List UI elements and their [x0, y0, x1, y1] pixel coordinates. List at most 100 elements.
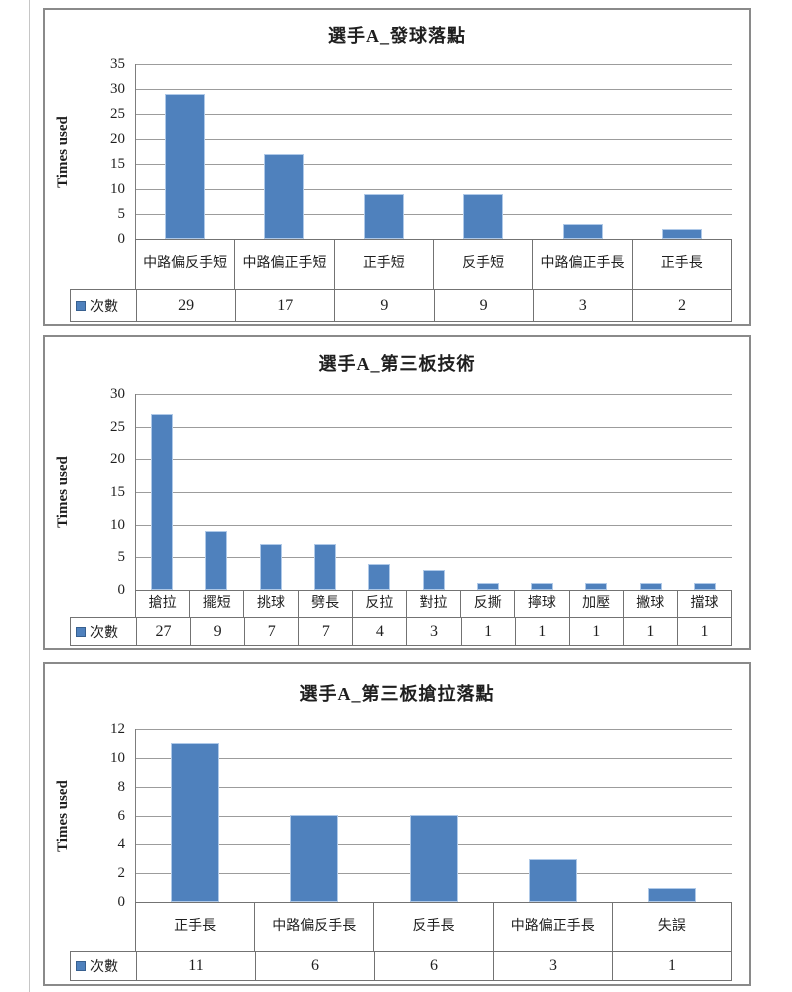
- category-cell: 失誤: [611, 903, 731, 951]
- category-cell: 反拉: [351, 591, 406, 617]
- bar-撇球: [640, 583, 662, 590]
- y-tick-label: 35: [110, 56, 125, 72]
- category-cell: 加壓: [568, 591, 623, 617]
- series-marker-icon: [76, 961, 86, 971]
- category-cell: 正手長: [631, 240, 731, 289]
- bar-正手長: [662, 229, 702, 239]
- chart-1-box: 選手A_發球落點 Times used 35 30 25 20 15 10 5 0 中路偏反手短 中路…: [43, 8, 751, 326]
- category-cell: 擰球: [514, 591, 568, 617]
- category-cell: 劈長: [297, 591, 352, 617]
- chart-3-box: 選手A_第三板搶拉落點 Times used 12 10 8 6 4 2 0 正手長 中路偏反手長反…: [43, 662, 751, 986]
- gridline: [135, 557, 732, 558]
- value-cell: 9: [334, 290, 433, 321]
- category-cell: 反撕: [460, 591, 514, 617]
- value-cell: 27: [136, 618, 190, 645]
- value-cell: 9: [190, 618, 244, 645]
- legend-label: 次數: [90, 960, 118, 975]
- y-tick-label: 15: [110, 156, 125, 172]
- gridline: [135, 114, 732, 115]
- bar-劈長: [314, 544, 336, 590]
- y-tick-label: 25: [110, 106, 125, 122]
- y-tick-label: 0: [117, 231, 126, 247]
- chart-2-box: 選手A_第三板技術 Times used 30 25 20 15 10 5 0 搶拉 擺短 挑球 劈長反…: [43, 335, 751, 650]
- value-cell: 7: [244, 618, 298, 645]
- category-cell: 反手短: [432, 240, 532, 289]
- y-tick-label: 4: [117, 836, 126, 852]
- y-axis-label: Times used: [55, 115, 71, 188]
- legend-cell: 次數: [71, 618, 136, 645]
- category-cell: 中路偏正手短: [234, 240, 333, 289]
- value-cell: 17: [235, 290, 334, 321]
- value-cell: 11: [136, 952, 255, 980]
- bar-擺短: [205, 531, 227, 590]
- y-tick-label: 30: [110, 386, 125, 402]
- value-cell: 6: [255, 952, 374, 980]
- gridline: [135, 525, 732, 526]
- bar-反撕: [477, 583, 499, 590]
- gridline: [135, 139, 732, 140]
- y-axis-label: Times used: [55, 779, 71, 852]
- bar-中路偏反手長: [290, 815, 338, 902]
- y-tick-label: 12: [110, 721, 125, 737]
- gridline: [135, 459, 732, 460]
- bar-中路偏正手短: [264, 154, 304, 239]
- bar-對拉: [423, 570, 445, 590]
- y-tick-label: 20: [110, 451, 125, 467]
- value-cell: 3: [406, 618, 460, 645]
- y-tick-label: 15: [110, 484, 125, 500]
- value-cell: 9: [433, 290, 533, 321]
- category-cell: 搶拉: [148, 595, 177, 611]
- category-cell: 對拉: [405, 591, 460, 617]
- value-row: 次數 29 17 9 9 3 2: [70, 289, 732, 322]
- gridline: [135, 787, 732, 788]
- y-tick-label: 8: [117, 779, 126, 795]
- y-tick-label: 20: [110, 131, 125, 147]
- legend-cell: 次數: [71, 952, 136, 980]
- gridline: [135, 492, 732, 493]
- y-tick-label: 0: [117, 894, 126, 910]
- y-tick-label: 10: [110, 181, 125, 197]
- category-cell: 中路偏反手長: [254, 903, 373, 951]
- category-row: 搶拉 擺短 挑球 劈長 反拉 對拉 反撕 擰球 加壓 撇球 擋球: [135, 590, 732, 618]
- value-row: 次數 11 6 6 3 1: [70, 951, 732, 981]
- category-row: 中路偏反手短 中路偏正手短 正手短 反手短 中路偏正手長 正手長: [135, 239, 732, 290]
- value-cell: 2: [631, 290, 731, 321]
- bar-挑球: [260, 544, 282, 590]
- chart-title: 選手A_第三板技術: [318, 354, 476, 374]
- category-cell: 中路偏正手長: [492, 903, 612, 951]
- bar-反手短: [463, 194, 503, 239]
- y-tick-label: 30: [110, 81, 125, 97]
- y-tick-label: 10: [110, 517, 125, 533]
- bar-正手長: [171, 743, 219, 902]
- y-tick-label: 10: [110, 750, 125, 766]
- bar-加壓: [585, 583, 607, 590]
- y-tick-label: 2: [117, 865, 126, 881]
- bar-反拉: [368, 564, 390, 590]
- bar-反手長: [410, 815, 458, 902]
- value-cell: 3: [493, 952, 612, 980]
- category-cell: 撇球: [622, 591, 677, 617]
- bar-失誤: [648, 888, 696, 902]
- bar-擰球: [531, 583, 553, 590]
- category-row: 正手長 中路偏反手長 反手長 中路偏正手長 失誤: [135, 902, 732, 952]
- category-cell: 正手長: [174, 918, 217, 934]
- gridline: [135, 394, 732, 395]
- value-cell: 1: [514, 618, 569, 645]
- gridline: [135, 758, 732, 759]
- series-marker-icon: [76, 626, 86, 637]
- legend-cell: 次數: [71, 290, 136, 321]
- y-axis-line: [135, 394, 136, 590]
- category-cell: 中路偏正手長: [532, 240, 631, 289]
- gridline: [135, 64, 732, 65]
- value-cell: 1: [568, 618, 623, 645]
- gridline: [135, 214, 732, 215]
- page-margin-line: [29, 0, 30, 992]
- y-tick-label: 5: [117, 549, 126, 565]
- category-cell: 正手短: [333, 240, 433, 289]
- y-axis-line: [135, 729, 136, 902]
- bar-搶拉: [151, 414, 173, 590]
- series-marker-icon: [76, 300, 86, 311]
- gridline: [135, 89, 732, 90]
- value-cell: 1: [460, 618, 515, 645]
- bar-擋球: [694, 583, 716, 590]
